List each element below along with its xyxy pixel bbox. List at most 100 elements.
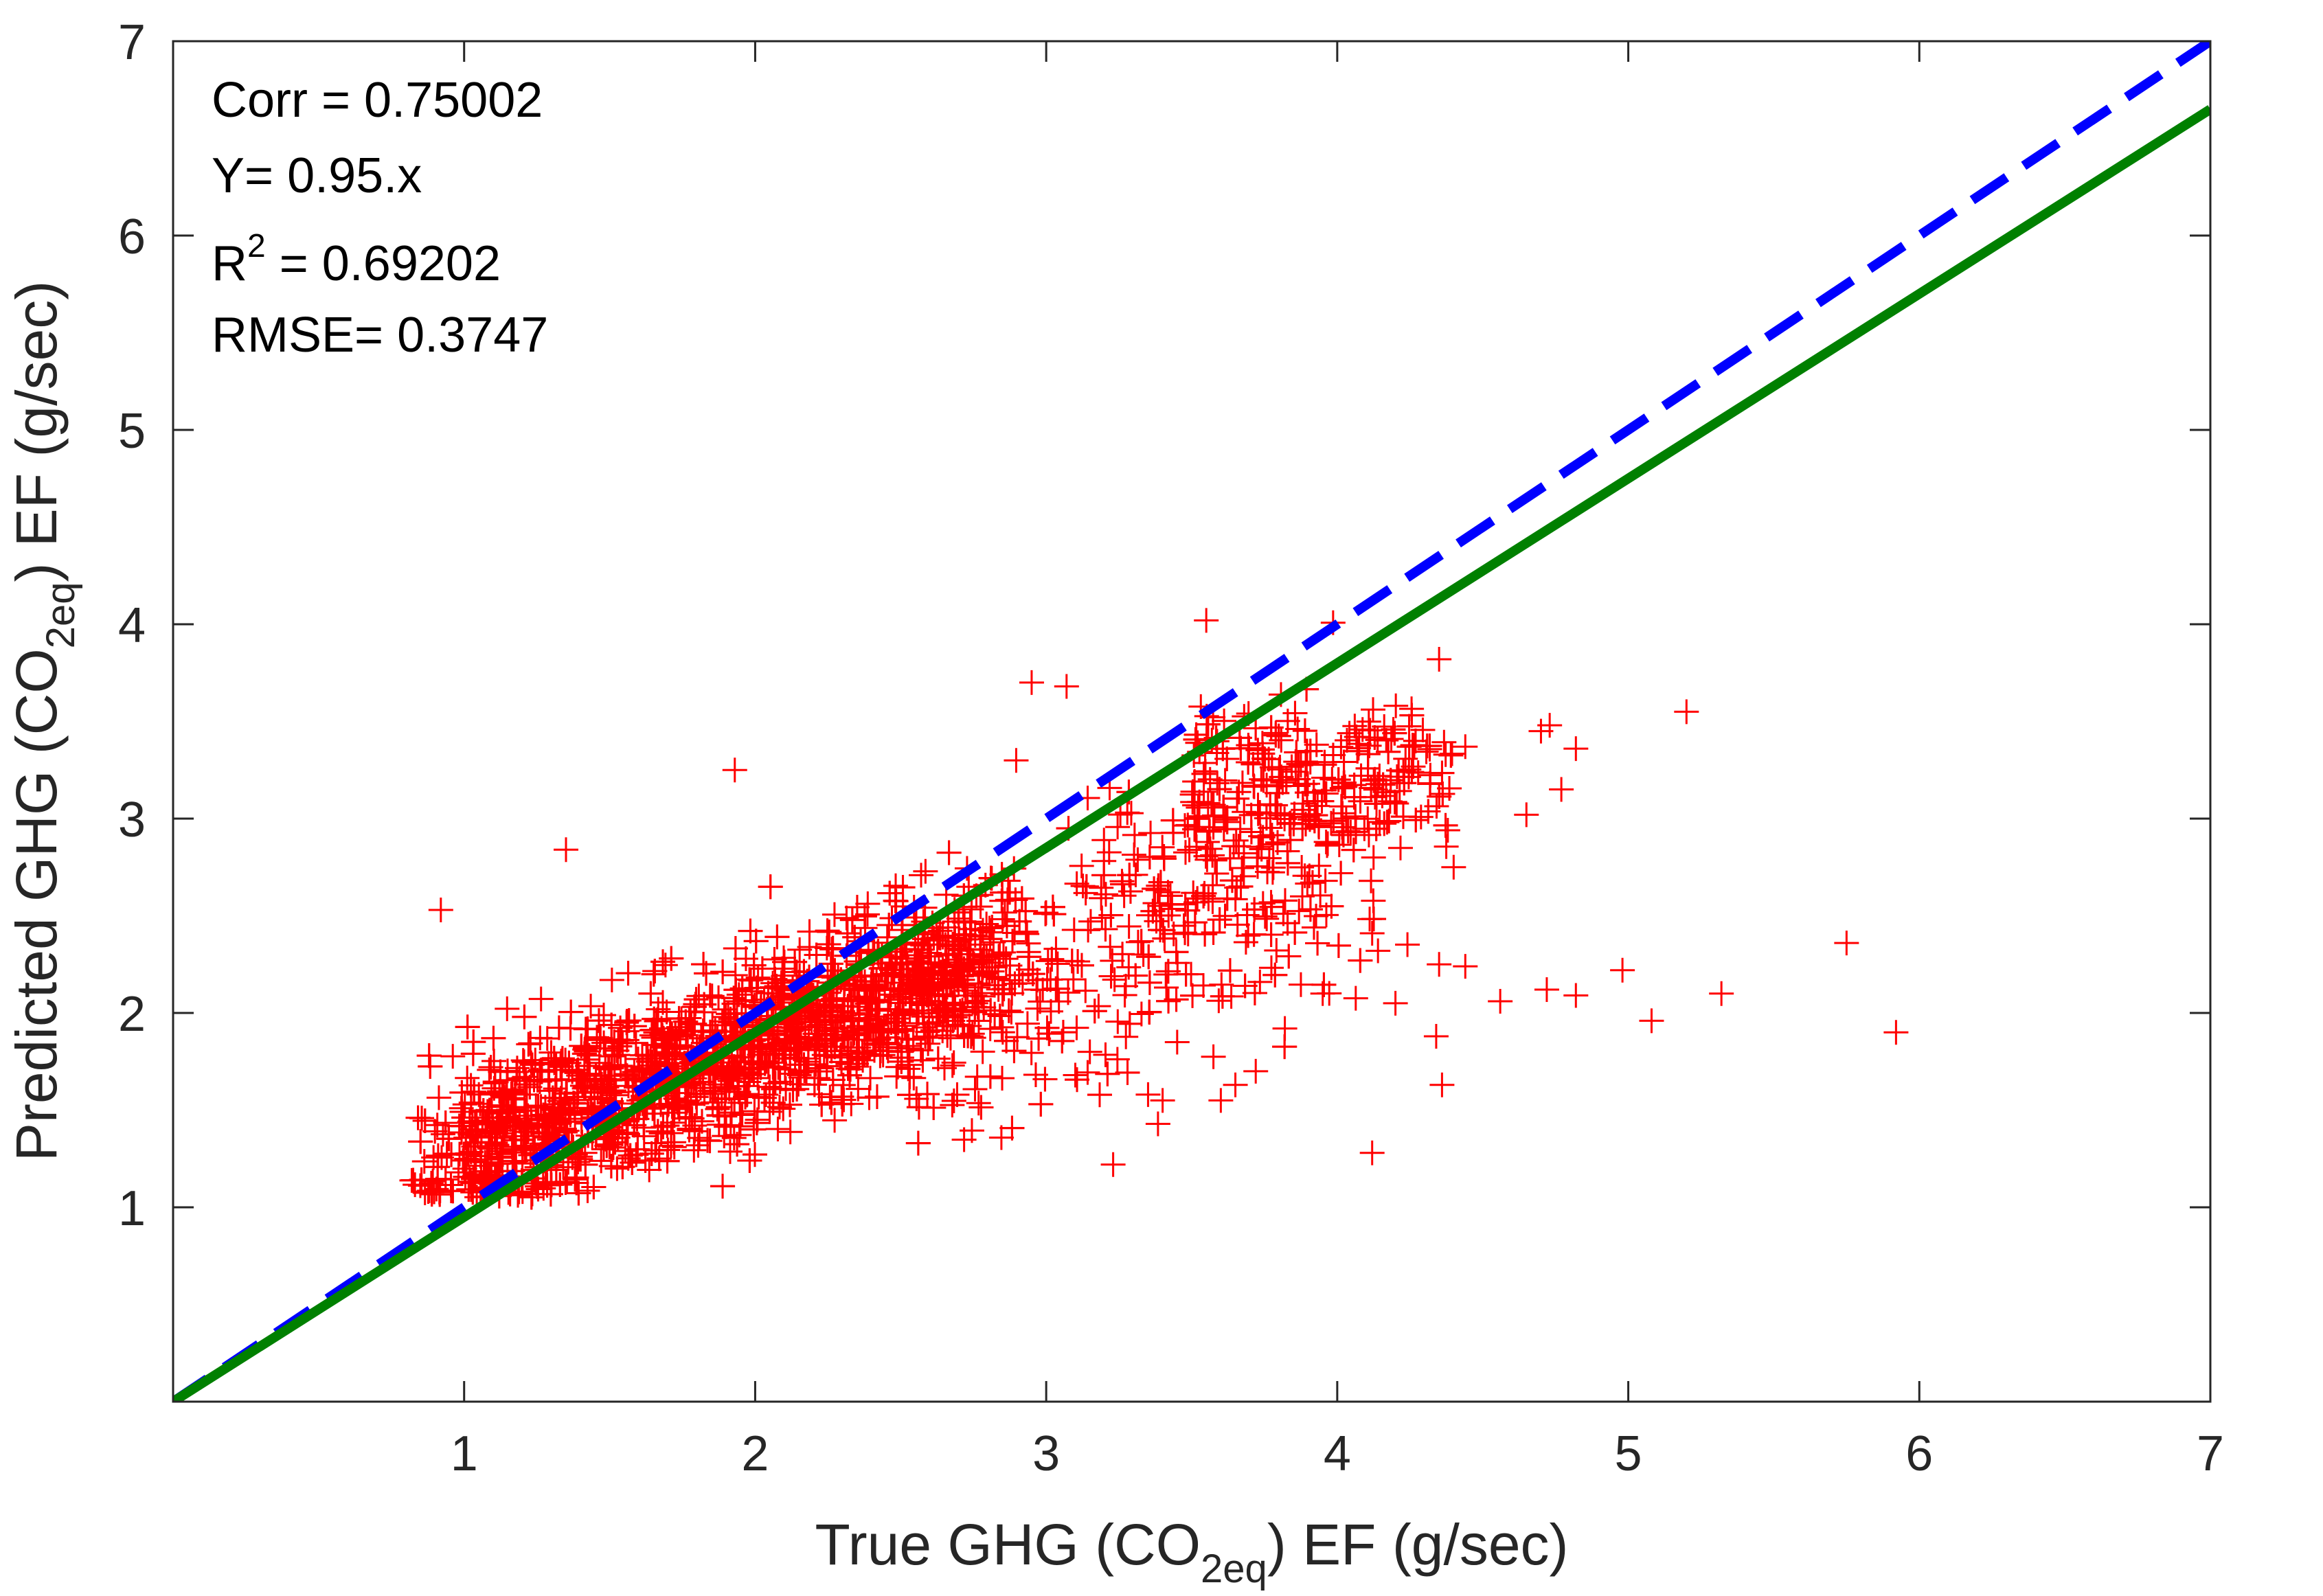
- data-point: [589, 1077, 615, 1102]
- identity-dashed-line: [173, 41, 2210, 1402]
- data-point: [411, 1149, 437, 1174]
- data-point: [977, 926, 1003, 952]
- data-point: [573, 1016, 598, 1042]
- data-point: [583, 1063, 609, 1088]
- data-point: [1180, 983, 1205, 1008]
- data-point: [1211, 795, 1236, 820]
- data-point: [1069, 853, 1094, 878]
- data-point: [1273, 767, 1299, 793]
- data-point: [1383, 693, 1409, 718]
- data-point: [725, 1132, 750, 1157]
- data-point: [905, 950, 930, 975]
- data-point: [478, 1055, 503, 1080]
- data-point: [961, 1025, 986, 1051]
- data-point: [710, 959, 736, 985]
- data-point: [1093, 1042, 1118, 1067]
- data-point: [691, 952, 716, 977]
- data-point: [1563, 983, 1589, 1008]
- data-point: [1674, 699, 1699, 725]
- data-point: [1197, 818, 1222, 843]
- data-point: [681, 994, 707, 1020]
- data-point: [705, 1096, 730, 1121]
- data-point: [1300, 870, 1325, 896]
- data-point: [733, 1084, 758, 1110]
- data-point: [981, 930, 1006, 955]
- data-point: [778, 1038, 802, 1064]
- data-point: [1129, 928, 1154, 954]
- data-point: [879, 1010, 904, 1035]
- data-point: [1514, 802, 1539, 828]
- data-point: [673, 1009, 699, 1034]
- data-point: [615, 961, 641, 986]
- data-point: [589, 1148, 614, 1174]
- data-point: [1082, 999, 1107, 1024]
- data-point: [426, 1085, 451, 1110]
- data-point: [1015, 1011, 1040, 1036]
- data-point: [1238, 819, 1264, 845]
- data-point: [1212, 903, 1238, 928]
- x-tick-label: 2: [741, 1426, 769, 1481]
- data-point: [804, 942, 829, 968]
- data-point: [1184, 834, 1210, 859]
- data-point: [1164, 939, 1189, 965]
- r2-superscript: 2: [247, 228, 266, 264]
- data-point: [613, 1139, 638, 1163]
- data-point: [616, 1008, 642, 1034]
- data-point: [1004, 1025, 1030, 1050]
- data-point: [1212, 708, 1237, 733]
- data-point: [940, 1093, 965, 1118]
- data-point: [778, 1119, 803, 1145]
- data-point: [1098, 902, 1124, 928]
- data-point: [1183, 722, 1209, 747]
- x-axis-title: True GHG (CO2eq) EF (g/sec): [815, 1512, 1568, 1591]
- data-point: [1213, 807, 1238, 832]
- data-point: [885, 1006, 910, 1031]
- data-point: [518, 1031, 543, 1056]
- data-point: [677, 1116, 702, 1141]
- data-point: [418, 1053, 443, 1079]
- data-point: [1278, 810, 1303, 836]
- data-point: [1105, 1009, 1131, 1034]
- data-point: [820, 935, 846, 961]
- data-point: [512, 1116, 537, 1141]
- data-point: [482, 1069, 508, 1094]
- data-point: [883, 950, 908, 975]
- data-point: [1453, 734, 1478, 760]
- data-point: [460, 1170, 485, 1196]
- data-point: [1366, 938, 1391, 964]
- data-point: [1206, 988, 1232, 1014]
- data-point: [607, 1034, 633, 1059]
- x-tick-label: 5: [1615, 1426, 1642, 1481]
- data-point: [839, 907, 865, 933]
- data-point: [1131, 942, 1156, 967]
- y-tick-label: 3: [118, 793, 146, 847]
- data-point: [495, 996, 520, 1021]
- data-point: [1403, 728, 1428, 753]
- data-point: [1255, 859, 1280, 885]
- data-point: [433, 1167, 458, 1192]
- data-point: [637, 1157, 662, 1183]
- data-point: [428, 898, 453, 923]
- data-point: [825, 1009, 850, 1034]
- data-point: [1117, 1011, 1142, 1036]
- data-point: [936, 942, 961, 968]
- data-point: [1335, 819, 1361, 844]
- data-point: [1275, 850, 1300, 876]
- data-point: [1028, 1091, 1054, 1117]
- data-point: [1381, 717, 1406, 742]
- data-point: [764, 924, 790, 950]
- data-point: [1374, 810, 1400, 835]
- data-point: [479, 1080, 504, 1106]
- data-point: [1386, 757, 1412, 783]
- data-point: [894, 1026, 920, 1051]
- data-point: [1100, 948, 1125, 974]
- data-point: [1272, 1016, 1298, 1041]
- data-point: [859, 990, 885, 1015]
- data-point: [1382, 789, 1407, 814]
- data-point: [1284, 740, 1309, 765]
- data-point: [749, 956, 775, 981]
- data-point: [1223, 828, 1249, 853]
- data-point: [1191, 761, 1216, 786]
- data-point: [1335, 727, 1360, 753]
